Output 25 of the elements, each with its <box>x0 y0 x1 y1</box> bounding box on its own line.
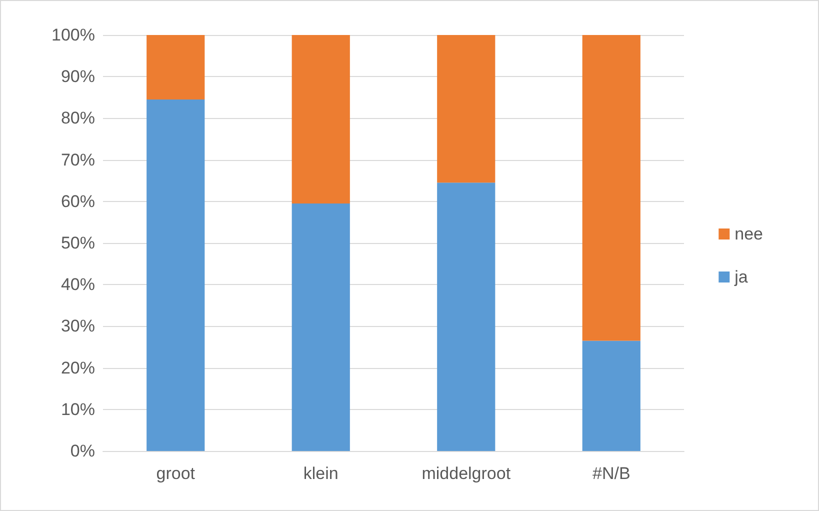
y-tick-label: 90% <box>60 67 95 86</box>
bar <box>582 340 640 451</box>
y-tick-label: 80% <box>60 108 95 128</box>
y-tick-label: 50% <box>60 234 95 252</box>
y-tick-label: 100% <box>52 26 95 44</box>
y-tick-label: 60% <box>60 192 95 211</box>
y-tick-label: 70% <box>60 150 95 170</box>
bar <box>582 35 640 341</box>
bar <box>437 182 496 451</box>
y-tick-label: 20% <box>60 358 95 378</box>
x-tick-label: middelgroot <box>422 464 511 483</box>
y-tick-label: 0% <box>70 442 95 460</box>
legend-label: nee <box>734 224 764 244</box>
x-tick-label: groot <box>156 464 196 483</box>
y-tick-label: 30% <box>60 316 95 336</box>
bar <box>146 35 205 100</box>
bar <box>292 35 350 204</box>
y-tick-label: 40% <box>60 275 95 294</box>
bar <box>146 99 205 451</box>
y-tick-label: 10% <box>60 400 95 419</box>
legend-label: ja <box>734 268 748 286</box>
bar <box>292 203 350 451</box>
x-tick-label: #N/B <box>592 464 630 483</box>
bar <box>437 35 496 183</box>
x-tick-label: klein <box>303 464 338 483</box>
